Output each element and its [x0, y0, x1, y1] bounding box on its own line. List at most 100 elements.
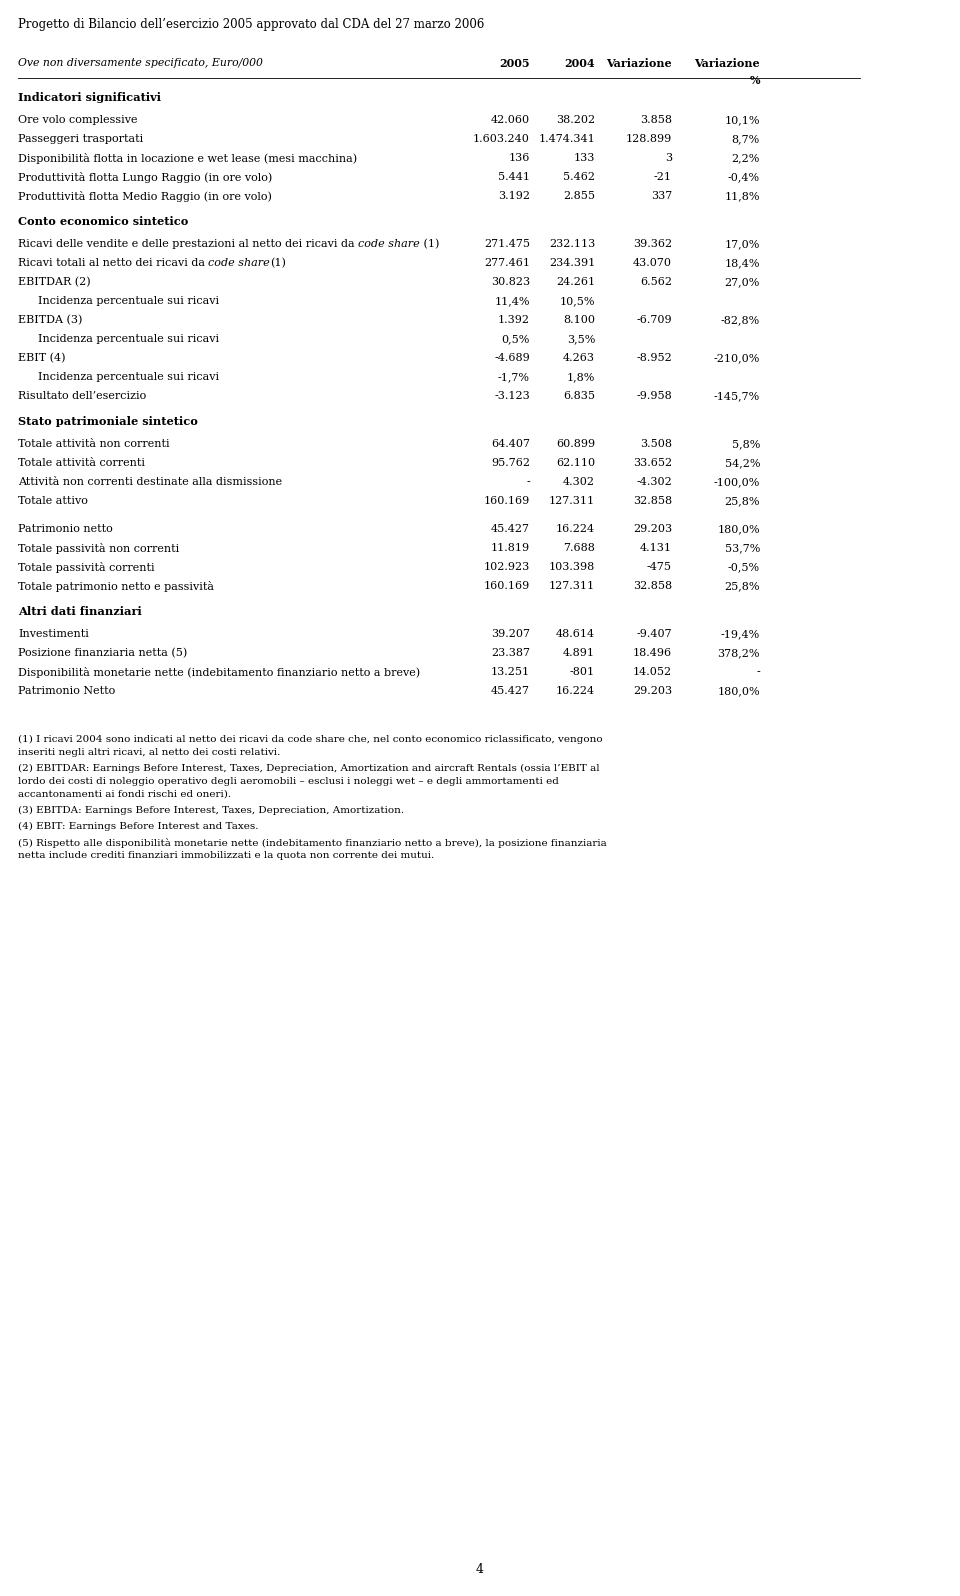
Text: 103.398: 103.398 — [549, 562, 595, 571]
Text: -: - — [756, 667, 760, 677]
Text: 29.203: 29.203 — [633, 523, 672, 535]
Text: -21: -21 — [654, 172, 672, 182]
Text: 27,0%: 27,0% — [725, 278, 760, 287]
Text: 11,8%: 11,8% — [725, 192, 760, 201]
Text: -145,7%: -145,7% — [713, 391, 760, 401]
Text: Produttività flotta Medio Raggio (in ore volo): Produttività flotta Medio Raggio (in ore… — [18, 192, 272, 203]
Text: Totale passività non correnti: Totale passività non correnti — [18, 543, 180, 554]
Text: 133: 133 — [574, 153, 595, 163]
Text: 5.441: 5.441 — [498, 172, 530, 182]
Text: 16.224: 16.224 — [556, 523, 595, 535]
Text: 14.052: 14.052 — [633, 667, 672, 677]
Text: -100,0%: -100,0% — [713, 477, 760, 487]
Text: 48.614: 48.614 — [556, 629, 595, 638]
Text: Totale patrimonio netto e passività: Totale patrimonio netto e passività — [18, 581, 214, 592]
Text: -9.407: -9.407 — [636, 629, 672, 638]
Text: 4.263: 4.263 — [563, 353, 595, 362]
Text: Investimenti: Investimenti — [18, 629, 89, 638]
Text: 3.858: 3.858 — [640, 115, 672, 124]
Text: 43.070: 43.070 — [633, 259, 672, 268]
Text: 29.203: 29.203 — [633, 686, 672, 696]
Text: 6.835: 6.835 — [563, 391, 595, 401]
Text: Disponibilità monetarie nette (indebitamento finanziario netto a breve): Disponibilità monetarie nette (indebitam… — [18, 667, 420, 678]
Text: -1,7%: -1,7% — [498, 372, 530, 381]
Text: 17,0%: 17,0% — [725, 239, 760, 249]
Text: -6.709: -6.709 — [636, 314, 672, 326]
Text: Disponibilità flotta in locazione e wet lease (mesi macchina): Disponibilità flotta in locazione e wet … — [18, 153, 357, 164]
Text: Ove non diversamente specificato, Euro/000: Ove non diversamente specificato, Euro/0… — [18, 57, 263, 69]
Text: -4.689: -4.689 — [494, 353, 530, 362]
Text: 8.100: 8.100 — [563, 314, 595, 326]
Text: -0,5%: -0,5% — [728, 562, 760, 571]
Text: 4.891: 4.891 — [563, 648, 595, 658]
Text: 2005: 2005 — [499, 57, 530, 69]
Text: Passeggeri trasportati: Passeggeri trasportati — [18, 134, 143, 144]
Text: Stato patrimoniale sintetico: Stato patrimoniale sintetico — [18, 417, 198, 428]
Text: Incidenza percentuale sui ricavi: Incidenza percentuale sui ricavi — [38, 372, 219, 381]
Text: 54,2%: 54,2% — [725, 458, 760, 468]
Text: Risultato dell’esercizio: Risultato dell’esercizio — [18, 391, 146, 401]
Text: Patrimonio Netto: Patrimonio Netto — [18, 686, 115, 696]
Text: code share: code share — [208, 259, 271, 268]
Text: 16.224: 16.224 — [556, 686, 595, 696]
Text: 4.302: 4.302 — [563, 477, 595, 487]
Text: 64.407: 64.407 — [491, 439, 530, 448]
Text: EBIT (4): EBIT (4) — [18, 353, 65, 364]
Text: Attività non correnti destinate alla dismissione: Attività non correnti destinate alla dis… — [18, 477, 282, 487]
Text: Totale passività correnti: Totale passività correnti — [18, 562, 155, 573]
Text: Ricavi totali al netto dei ricavi da: Ricavi totali al netto dei ricavi da — [18, 259, 208, 268]
Text: Totale attività correnti: Totale attività correnti — [18, 458, 145, 468]
Text: -82,8%: -82,8% — [721, 314, 760, 326]
Text: 180,0%: 180,0% — [717, 686, 760, 696]
Text: Progetto di Bilancio dell’esercizio 2005 approvato dal CDA del 27 marzo 2006: Progetto di Bilancio dell’esercizio 2005… — [18, 18, 485, 30]
Text: 5,8%: 5,8% — [732, 439, 760, 448]
Text: 2,2%: 2,2% — [732, 153, 760, 163]
Text: Indicatori significativi: Indicatori significativi — [18, 93, 161, 104]
Text: Patrimonio netto: Patrimonio netto — [18, 523, 112, 535]
Text: 42.060: 42.060 — [491, 115, 530, 124]
Text: 271.475: 271.475 — [484, 239, 530, 249]
Text: 18.496: 18.496 — [633, 648, 672, 658]
Text: -: - — [526, 477, 530, 487]
Text: -19,4%: -19,4% — [721, 629, 760, 638]
Text: 127.311: 127.311 — [549, 581, 595, 591]
Text: Totale attivo: Totale attivo — [18, 496, 88, 506]
Text: 3,5%: 3,5% — [566, 334, 595, 345]
Text: %: % — [750, 75, 760, 86]
Text: -8.952: -8.952 — [636, 353, 672, 362]
Text: 232.113: 232.113 — [549, 239, 595, 249]
Text: 7.688: 7.688 — [564, 543, 595, 552]
Text: 180,0%: 180,0% — [717, 523, 760, 535]
Text: 1.474.341: 1.474.341 — [539, 134, 595, 144]
Text: -9.958: -9.958 — [636, 391, 672, 401]
Text: (2) EBITDAR: Earnings Before Interest, Taxes, Depreciation, Amortization and air: (2) EBITDAR: Earnings Before Interest, T… — [18, 764, 600, 772]
Text: Conto economico sintetico: Conto economico sintetico — [18, 215, 188, 227]
Text: 25,8%: 25,8% — [725, 496, 760, 506]
Text: -801: -801 — [570, 667, 595, 677]
Text: 234.391: 234.391 — [549, 259, 595, 268]
Text: 10,5%: 10,5% — [560, 295, 595, 306]
Text: (1): (1) — [420, 239, 440, 249]
Text: 102.923: 102.923 — [484, 562, 530, 571]
Text: -3.123: -3.123 — [494, 391, 530, 401]
Text: 0,5%: 0,5% — [502, 334, 530, 345]
Text: 11.819: 11.819 — [491, 543, 530, 552]
Text: accantonamenti ai fondi rischi ed oneri).: accantonamenti ai fondi rischi ed oneri)… — [18, 790, 231, 800]
Text: 13.251: 13.251 — [491, 667, 530, 677]
Text: 1.392: 1.392 — [498, 314, 530, 326]
Text: (1): (1) — [271, 259, 286, 268]
Text: 62.110: 62.110 — [556, 458, 595, 468]
Text: 277.461: 277.461 — [484, 259, 530, 268]
Text: -210,0%: -210,0% — [713, 353, 760, 362]
Text: 160.169: 160.169 — [484, 581, 530, 591]
Text: netta include crediti finanziari immobilizzati e la quota non corrente dei mutui: netta include crediti finanziari immobil… — [18, 851, 434, 860]
Text: 11,4%: 11,4% — [494, 295, 530, 306]
Text: 378,2%: 378,2% — [717, 648, 760, 658]
Text: 45.427: 45.427 — [491, 523, 530, 535]
Text: 25,8%: 25,8% — [725, 581, 760, 591]
Text: -475: -475 — [647, 562, 672, 571]
Text: 1,8%: 1,8% — [566, 372, 595, 381]
Text: Ore volo complessive: Ore volo complessive — [18, 115, 137, 124]
Text: 95.762: 95.762 — [491, 458, 530, 468]
Text: EBITDAR (2): EBITDAR (2) — [18, 278, 90, 287]
